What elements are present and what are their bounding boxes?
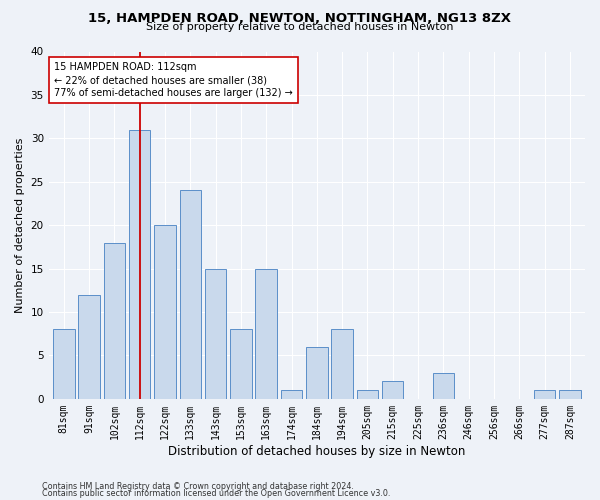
Text: 15 HAMPDEN ROAD: 112sqm
← 22% of detached houses are smaller (38)
77% of semi-de: 15 HAMPDEN ROAD: 112sqm ← 22% of detache… (54, 62, 293, 98)
Bar (433, 373, 454, 399)
Text: Contains HM Land Registry data © Crown copyright and database right 2024.: Contains HM Land Registry data © Crown c… (42, 482, 354, 491)
Bar (129, 130, 151, 399)
Bar (382, 382, 403, 399)
X-axis label: Distribution of detached houses by size in Newton: Distribution of detached houses by size … (168, 444, 466, 458)
Bar (281, 390, 302, 399)
Bar (154, 225, 176, 399)
Bar (104, 242, 125, 399)
Bar (256, 268, 277, 399)
Bar (53, 330, 74, 399)
Bar (179, 190, 201, 399)
Bar (306, 346, 328, 399)
Bar (205, 268, 226, 399)
Y-axis label: Number of detached properties: Number of detached properties (15, 138, 25, 313)
Bar (534, 390, 555, 399)
Bar (79, 294, 100, 399)
Bar (559, 390, 581, 399)
Text: Size of property relative to detached houses in Newton: Size of property relative to detached ho… (146, 22, 454, 32)
Bar (331, 330, 353, 399)
Text: Contains public sector information licensed under the Open Government Licence v3: Contains public sector information licen… (42, 490, 391, 498)
Bar (230, 330, 251, 399)
Bar (356, 390, 378, 399)
Text: 15, HAMPDEN ROAD, NEWTON, NOTTINGHAM, NG13 8ZX: 15, HAMPDEN ROAD, NEWTON, NOTTINGHAM, NG… (89, 12, 511, 26)
